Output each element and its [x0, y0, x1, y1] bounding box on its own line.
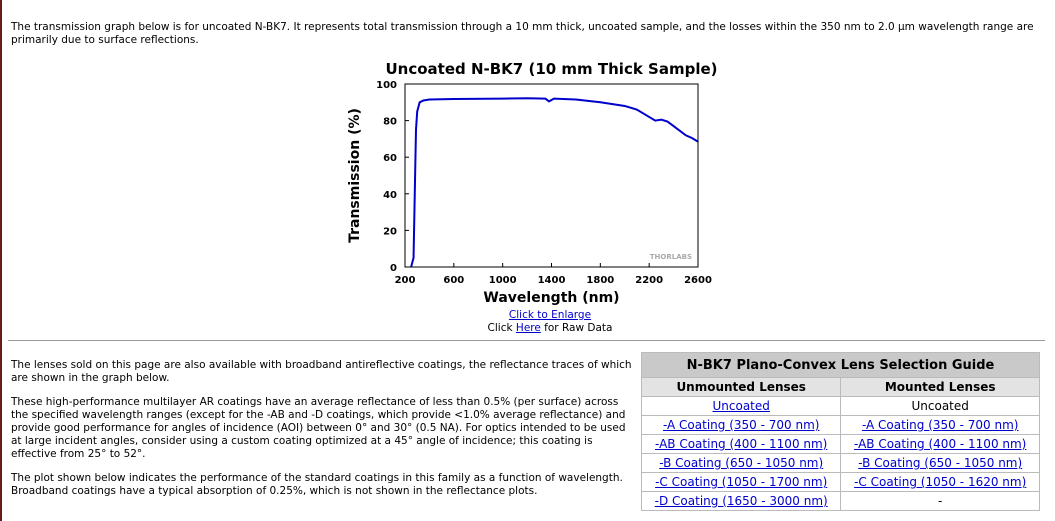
table-cell: Uncoated [840, 396, 1040, 416]
y-tick-label: 100 [376, 80, 397, 91]
cell-text: Uncoated [911, 399, 969, 413]
paragraph: The plot shown below indicates the perfo… [11, 472, 623, 497]
coating-link[interactable]: -A Coating (350 - 700 nm) [861, 418, 1019, 432]
table-row: -A Coating (350 - 700 nm) -A Coating (350… [640, 415, 1040, 435]
enlarge-line: Click to Enlarge [400, 309, 700, 321]
plot-frame [404, 83, 699, 268]
table-row: -D Coating (1650 - 3000 nm) - [640, 491, 1040, 511]
cell-text: - [938, 494, 943, 508]
raw-data-link[interactable]: Here [515, 322, 541, 334]
y-axis-label: Transmission (%) [347, 108, 363, 243]
transmission-line [410, 97, 699, 268]
watermark: THORLABS [650, 253, 692, 261]
raw-prefix: Click [487, 322, 513, 334]
y-tick-label: 0 [390, 263, 397, 274]
x-tick-label: 1000 [489, 275, 517, 286]
paragraph: The lenses sold on this page are also av… [11, 359, 632, 384]
y-tick-label: 80 [383, 117, 397, 128]
coating-link[interactable]: -B Coating (650 - 1050 nm) [858, 456, 1023, 470]
y-tick-label: 20 [383, 226, 397, 237]
table-row: -AB Coating (400 - 1100 nm) -AB Coating (… [640, 434, 1040, 454]
table-cell: - [840, 491, 1040, 511]
coating-link[interactable]: Uncoated [712, 399, 770, 413]
table-cell: -AB Coating (400 - 1100 nm) [840, 434, 1040, 454]
x-tick-label: 1800 [586, 275, 614, 286]
y-tick-label: 40 [383, 190, 397, 201]
intro-text: The transmission graph below is for unco… [11, 21, 1034, 46]
separator [8, 340, 1045, 341]
table-cell: -C Coating (1050 - 1700 nm) [640, 472, 842, 492]
x-tick-label: 2600 [684, 275, 712, 286]
table-cell: -B Coating (650 - 1050 nm) [840, 453, 1040, 473]
table-cell: -A Coating (350 - 700 nm) [840, 415, 1040, 435]
table-row: Uncoated Uncoated [640, 396, 1040, 416]
y-tick-label: 60 [383, 153, 397, 164]
table-row: -C Coating (1050 - 1700 nm) -C Coating (1… [640, 472, 1040, 492]
table-title: N-BK7 Plano-Convex Lens Selection Guide [641, 352, 1040, 378]
chart: Uncoated N-BK7 (10 mm Thick Sample) Wavel… [347, 60, 718, 306]
coating-link[interactable]: -AB Coating (400 - 1100 nm) [854, 437, 1027, 451]
paragraph: These high-performance multilayer AR coa… [11, 396, 626, 460]
table-cell: Uncoated [640, 396, 842, 416]
selection-guide: N-BK7 Plano-Convex Lens Selection Guide … [640, 352, 1040, 511]
table-cell: -C Coating (1050 - 1620 nm) [840, 472, 1040, 492]
x-tick-label: 200 [395, 275, 416, 286]
x-tick-label: 600 [443, 275, 464, 286]
column-header: Unmounted Lenses [640, 377, 842, 397]
coating-link[interactable]: -AB Coating (400 - 1100 nm) [655, 437, 828, 451]
table-cell: -B Coating (650 - 1050 nm) [640, 453, 842, 473]
coating-text: The lenses sold on this page are also av… [11, 359, 636, 509]
table-cell: -D Coating (1650 - 3000 nm) [640, 491, 842, 511]
x-tick-label: 2200 [635, 275, 663, 286]
enlarge-link[interactable]: Click to Enlarge [508, 309, 592, 321]
coating-link[interactable]: -B Coating (650 - 1050 nm) [659, 456, 824, 470]
table-cell: -A Coating (350 - 700 nm) [640, 415, 842, 435]
coating-link[interactable]: -C Coating (1050 - 1620 nm) [854, 475, 1027, 489]
page-edge [0, 0, 2, 521]
chart-title: Uncoated N-BK7 (10 mm Thick Sample) [385, 60, 717, 78]
coating-link[interactable]: -D Coating (1650 - 3000 nm) [654, 494, 828, 508]
column-header: Mounted Lenses [840, 377, 1040, 397]
table-row: -B Coating (650 - 1050 nm) -B Coating (65… [640, 453, 1040, 473]
table-cell: -AB Coating (400 - 1100 nm) [640, 434, 842, 454]
raw-suffix: for Raw Data [544, 322, 613, 334]
coating-link[interactable]: -A Coating (350 - 700 nm) [662, 418, 820, 432]
x-axis-label: Wavelength (nm) [483, 290, 619, 306]
x-tick-label: 1400 [538, 275, 566, 286]
coating-link[interactable]: -C Coating (1050 - 1700 nm) [655, 475, 828, 489]
raw-data-line: Click Here for Raw Data [400, 322, 700, 334]
